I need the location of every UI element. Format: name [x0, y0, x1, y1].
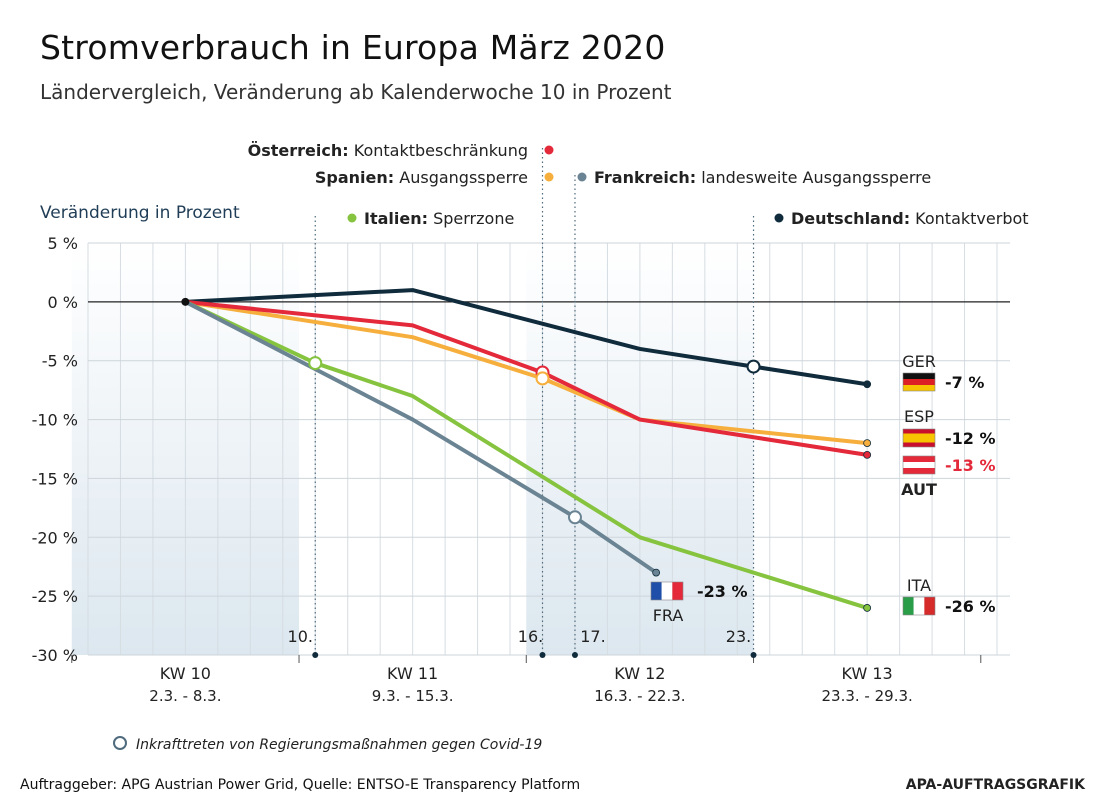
flag-border: [902, 372, 936, 392]
legend-marker-icon: [113, 736, 127, 750]
flag-stripe: [651, 582, 662, 600]
y-axis-label: Veränderung in Prozent: [40, 203, 240, 223]
flag-stripe: [903, 433, 935, 443]
y-tick-label: -25 %: [32, 587, 78, 606]
event-day-label: 23.: [726, 627, 751, 646]
week-label: KW 12: [614, 664, 665, 683]
event-label-country: Deutschland:: [791, 209, 910, 228]
event-label: Deutschland: Kontaktverbot: [791, 209, 1029, 228]
event-marker: [308, 356, 323, 371]
event-marker: [535, 371, 550, 386]
flag-stripe: [924, 597, 935, 615]
source-note: Auftraggeber: APG Austrian Power Grid, Q…: [20, 777, 581, 793]
series-name-label: ESP: [904, 407, 934, 426]
week-label: KW 10: [160, 664, 211, 683]
series-value-label: -26 %: [945, 597, 996, 616]
germany-flag-icon: [902, 372, 936, 392]
flag-stripe: [903, 597, 914, 615]
series-line-ita: [183, 299, 870, 610]
event-label: Spanien: Ausgangssperre: [315, 168, 528, 187]
flag-stripe: [903, 379, 935, 385]
chart-subtitle: Ländervergleich, Veränderung ab Kalender…: [40, 80, 672, 104]
y-tick-label: -30 %: [32, 646, 78, 665]
legend-note: Inkrafttreten von Regierungsmaßnahmen ge…: [136, 737, 542, 753]
flag-border: [650, 581, 684, 601]
event-label-measure: landesweite Ausgangssperre: [696, 168, 931, 187]
france-flag-icon: [650, 581, 684, 601]
event-label-measure: Sperrzone: [428, 209, 514, 228]
week-range-label: 2.3. - 8.3.: [149, 687, 221, 705]
event-axis-dot: [312, 652, 319, 658]
series-line-ger: [183, 288, 870, 387]
series-end-point: [863, 380, 872, 389]
event-label: Frankreich: landesweite Ausgangssperre: [594, 168, 931, 187]
event-axis-dot: [539, 652, 546, 658]
series-end-point: [863, 439, 872, 448]
week-range-label: 9.3. - 15.3.: [372, 687, 454, 705]
y-tick-label: -10 %: [32, 411, 78, 430]
series-value-label: -12 %: [945, 429, 996, 448]
event-label-dot: [774, 213, 784, 223]
event-axis-dot: [750, 652, 757, 658]
event-label-country: Frankreich:: [594, 168, 696, 187]
flag-border: [902, 455, 936, 475]
austria-flag-icon: [902, 455, 936, 475]
y-tick-label: -5 %: [42, 352, 78, 371]
series-name-label: FRA: [653, 606, 684, 625]
flag-border: [902, 428, 936, 448]
flag-stripe: [903, 385, 935, 391]
flag-stripe: [661, 582, 673, 600]
event-label: Österreich: Kontaktbeschränkung: [248, 141, 528, 160]
flag-stripe: [903, 462, 935, 468]
event-label-measure: Kontaktverbot: [910, 209, 1028, 228]
series-line-fra: [183, 299, 659, 575]
credit-note: APA-AUFTRAGSGRAFIK: [905, 777, 1085, 793]
event-label-dot: [544, 145, 554, 155]
week-range-label: 16.3. - 22.3.: [594, 687, 685, 705]
event-day-label: 16.: [518, 627, 543, 646]
series-value-label: -23 %: [697, 582, 748, 601]
event-marker: [746, 359, 761, 374]
y-tick-label: 5 %: [48, 234, 78, 253]
series-end-point: [652, 568, 661, 577]
event-marker: [567, 510, 582, 525]
flag-border: [902, 596, 936, 616]
flag-stripe: [672, 582, 683, 600]
series-name-label: GER: [902, 352, 936, 371]
series-name-label: AUT: [901, 480, 937, 499]
event-label-country: Spanien:: [315, 168, 394, 187]
event-day-label: 17.: [580, 627, 605, 646]
series-name-label: ITA: [907, 576, 931, 595]
y-tick-label: -20 %: [32, 528, 78, 547]
event-axis-dot: [571, 652, 578, 658]
week-range-label: 23.3. - 29.3.: [822, 687, 913, 705]
week-label: KW 11: [387, 664, 438, 683]
event-label-measure: Kontaktbeschränkung: [349, 141, 528, 160]
week-label: KW 13: [842, 664, 893, 683]
event-label-dot: [544, 172, 554, 182]
chart-title: Stromverbrauch in Europa März 2020: [40, 28, 666, 67]
event-label-country: Österreich:: [248, 141, 349, 160]
series-end-point: [863, 604, 872, 612]
event-label-measure: Ausgangssperre: [394, 168, 528, 187]
event-label-country: Italien:: [364, 209, 428, 228]
event-day-label: 10.: [288, 627, 313, 646]
y-tick-label: -15 %: [32, 469, 78, 488]
flag-stripe: [903, 373, 935, 379]
event-label-dot: [577, 172, 587, 182]
italy-flag-icon: [902, 596, 936, 616]
spain-flag-icon: [902, 428, 936, 448]
y-tick-label: 0 %: [48, 293, 78, 312]
series-value-label: -7 %: [945, 373, 984, 392]
origin-point: [181, 297, 190, 306]
flag-stripe: [913, 597, 925, 615]
event-label: Italien: Sperrzone: [364, 209, 514, 228]
series-end-point: [863, 450, 872, 459]
event-label-dot: [347, 213, 357, 223]
series-value-label: -13 %: [945, 456, 996, 475]
